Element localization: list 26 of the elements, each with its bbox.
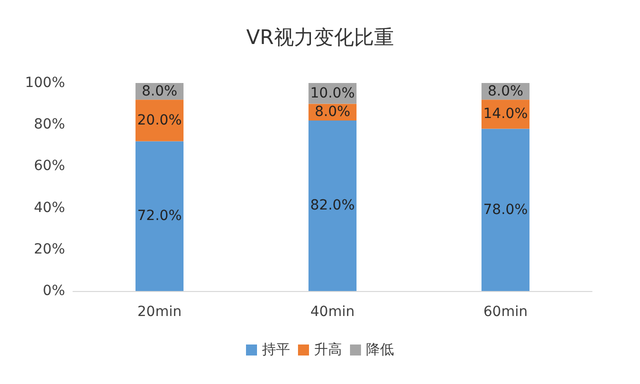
bar — [136, 100, 184, 142]
legend-label: 持平 — [262, 342, 290, 358]
y-tick-label: 40% — [34, 200, 65, 216]
y-tick-label: 60% — [34, 158, 65, 174]
chart-title: VR视力变化比重 — [246, 25, 394, 49]
data-label: 20.0% — [137, 112, 182, 128]
data-label: 8.0% — [142, 83, 178, 100]
data-label: 10.0% — [310, 85, 355, 102]
bar — [482, 128, 530, 291]
data-label: 78.0% — [483, 202, 528, 218]
data-label: 14.0% — [483, 106, 528, 122]
legend-label: 降低 — [366, 342, 394, 358]
bar — [308, 120, 356, 291]
data-label: 8.0% — [488, 83, 524, 100]
y-tick-label: 80% — [34, 116, 65, 133]
y-tick-label: 100% — [24, 75, 65, 91]
x-tick-label: 20min — [137, 304, 182, 320]
x-tick-label: 40min — [310, 304, 355, 320]
y-tick-label: 20% — [34, 241, 65, 258]
y-tick-label: 0% — [42, 283, 65, 299]
data-label: 82.0% — [310, 198, 355, 214]
data-label: 8.0% — [314, 104, 350, 120]
bar — [136, 141, 184, 291]
data-label: 72.0% — [137, 208, 182, 224]
legend-label: 升高 — [314, 342, 342, 358]
x-tick-label: 60min — [483, 304, 528, 320]
